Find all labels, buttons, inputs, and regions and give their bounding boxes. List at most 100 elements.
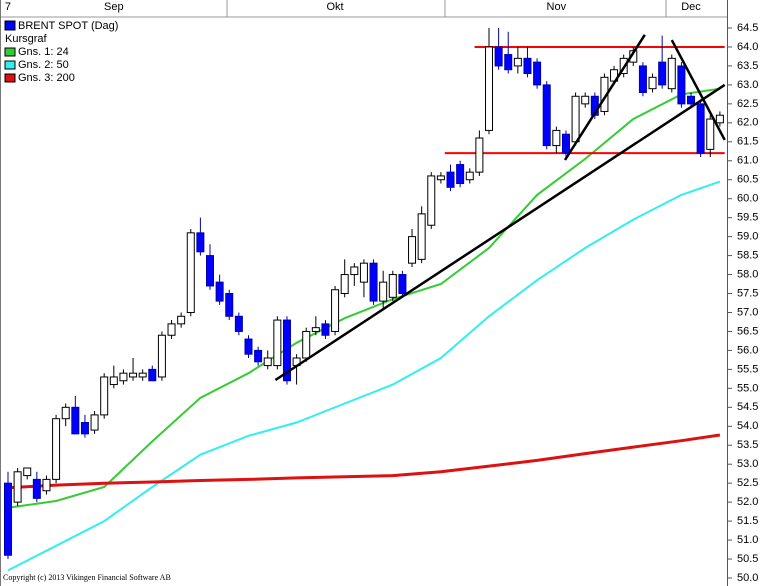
candle-body xyxy=(42,478,51,492)
candle-body xyxy=(504,54,513,71)
candle-body xyxy=(533,61,542,86)
y-tick-label: 56.0 xyxy=(737,344,758,356)
y-tick-label: 63.0 xyxy=(737,79,758,91)
candle-body xyxy=(465,171,474,181)
candle-body xyxy=(23,467,32,477)
candle-body xyxy=(513,57,522,67)
y-tick-label: 50.5 xyxy=(737,553,758,565)
plot-area: 50.0 50.5 51.0 51.5 52.0 52.5 53.0 53.5 54.0 54.5… xyxy=(3,1,758,584)
candle-body xyxy=(638,65,647,93)
candle-body xyxy=(196,232,205,253)
candle-body xyxy=(581,95,590,105)
candle-body xyxy=(687,95,696,105)
candle-body xyxy=(696,103,705,154)
x-tick-label: Dec xyxy=(681,1,701,13)
y-tick-label: 60.0 xyxy=(737,193,758,205)
candle-body xyxy=(80,421,89,435)
candle-body xyxy=(311,327,320,332)
candle-body xyxy=(436,175,445,181)
x-tick-label: Nov xyxy=(547,1,567,13)
candle-body xyxy=(138,372,147,378)
y-tick-label: 57.0 xyxy=(737,306,758,318)
candle-body xyxy=(52,418,61,480)
candle-body xyxy=(369,262,378,302)
candle-body xyxy=(494,46,503,67)
y-tick-label: 53.5 xyxy=(737,439,758,451)
candle-body xyxy=(177,315,186,325)
candle-body xyxy=(254,349,263,363)
legend-swatch xyxy=(4,60,16,70)
legend-label: Gns. 3: 200 xyxy=(18,72,75,84)
candle-body xyxy=(484,46,493,131)
legend-label: Gns. 1: 24 xyxy=(18,46,69,58)
y-tick-label: 58.0 xyxy=(737,268,758,280)
candle-body xyxy=(119,372,128,382)
candle-body xyxy=(359,262,368,283)
y-tick-label: 63.5 xyxy=(737,60,758,72)
candle-body xyxy=(282,319,291,382)
moving-average-line xyxy=(7,180,721,572)
candle-body xyxy=(446,171,455,188)
candle-body xyxy=(61,406,70,420)
candle-body xyxy=(706,118,715,150)
candle-body xyxy=(234,315,243,332)
x-tick-label: Sep xyxy=(104,1,124,13)
candle-body xyxy=(321,323,330,336)
y-tick-label: 51.5 xyxy=(737,515,758,527)
legend-swatch xyxy=(4,73,16,83)
y-tick-label: 62.0 xyxy=(737,117,758,129)
candle-body xyxy=(263,357,272,367)
candle-body xyxy=(167,323,176,336)
y-tick-label: 52.0 xyxy=(737,496,758,508)
candle-body xyxy=(388,274,397,298)
candle-body xyxy=(302,330,311,359)
legend-swatch xyxy=(4,47,16,57)
candle-body xyxy=(90,414,99,431)
candle-body xyxy=(350,266,359,276)
y-tick-label: 60.5 xyxy=(737,174,758,186)
candle-body xyxy=(186,232,195,313)
candle-body xyxy=(225,293,234,317)
candle-body xyxy=(32,478,41,499)
candle-body xyxy=(157,334,166,378)
candle-body xyxy=(13,471,22,503)
candle-body xyxy=(417,213,426,260)
candle-body xyxy=(109,376,118,386)
x-tick-label: Okt xyxy=(327,1,344,13)
legend-label: Gns. 2: 50 xyxy=(18,59,69,71)
candle-body xyxy=(715,114,724,124)
candle-body xyxy=(340,274,349,295)
y-tick-label: 57.5 xyxy=(737,287,758,299)
legend-subtitle: Kursgraf xyxy=(5,33,48,45)
candle-body xyxy=(215,281,224,302)
y-tick-label: 61.0 xyxy=(737,155,758,167)
y-tick-label: 61.5 xyxy=(737,136,758,148)
legend-swatch xyxy=(4,20,16,31)
moving-average-line xyxy=(7,87,721,509)
candle-body xyxy=(273,319,282,367)
moving-average-line xyxy=(7,433,721,490)
legend: BRENT SPOT (Dag) Kursgraf Gns. 1: 24Gns.… xyxy=(4,20,118,84)
x-tick-label: 7 xyxy=(5,1,11,13)
candle-body xyxy=(3,482,12,556)
candle-body xyxy=(244,338,253,355)
candle-body xyxy=(552,129,561,147)
candle-body xyxy=(456,164,465,185)
candle-body xyxy=(677,65,686,105)
y-tick-label: 53.0 xyxy=(737,458,758,470)
candle-body xyxy=(648,76,657,90)
candle-body xyxy=(331,289,340,332)
candle-body xyxy=(71,406,80,435)
y-tick-label: 54.5 xyxy=(737,401,758,413)
y-tick-label: 62.5 xyxy=(737,98,758,110)
candle-body xyxy=(667,57,676,90)
candle-body xyxy=(523,57,532,75)
y-tick-label: 59.0 xyxy=(737,231,758,243)
legend-label: BRENT SPOT (Dag) xyxy=(18,20,118,32)
candle-body xyxy=(398,274,407,295)
y-tick-label: 51.0 xyxy=(737,534,758,546)
candle-body xyxy=(129,372,138,378)
candle-body xyxy=(100,376,109,416)
